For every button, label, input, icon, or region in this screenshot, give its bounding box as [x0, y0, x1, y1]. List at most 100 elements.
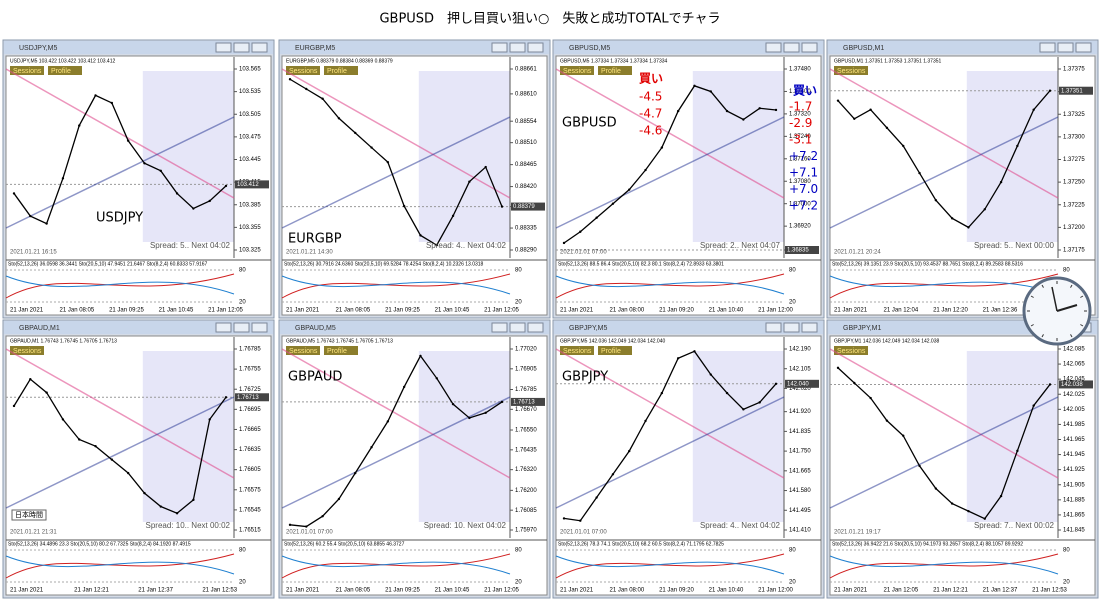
price-tick-label: 0.88465: [515, 162, 537, 168]
time-tick-label: 21 Jan 08:05: [336, 308, 371, 314]
price-tick-label: 1.76785: [239, 347, 261, 353]
osc-deco: [829, 273, 1059, 299]
price-point: [175, 192, 179, 195]
window-button[interactable]: [215, 42, 232, 53]
price-point: [386, 420, 390, 423]
price-point: [321, 97, 324, 100]
price-point: [595, 216, 598, 219]
indicator-button[interactable]: [560, 346, 594, 355]
indicator-button[interactable]: [10, 346, 44, 355]
indicator-button[interactable]: [598, 346, 632, 355]
window-button[interactable]: [491, 42, 508, 53]
window-button[interactable]: [233, 42, 250, 53]
price-tick-label: 1.76785: [515, 387, 537, 393]
indicator-button[interactable]: [598, 66, 632, 75]
indicator-button[interactable]: [560, 66, 594, 75]
deco-ma: [281, 116, 511, 229]
osc-level-label: 80: [1063, 268, 1070, 274]
ohlc-header: GBPJPY,M1 142.036 142.049 142.034 142.03…: [834, 338, 939, 344]
window-button[interactable]: [801, 42, 818, 53]
session-shade: [966, 351, 1058, 522]
spread-info: Spread: 10.. Next 00:02: [146, 521, 231, 530]
indicator-button[interactable]: [834, 346, 868, 355]
indicator-button-label: Sessions: [837, 348, 866, 355]
window-button[interactable]: [765, 42, 782, 53]
price-point: [224, 396, 228, 399]
indicator-button-label: Profile: [601, 348, 621, 355]
indicator-button[interactable]: [286, 66, 320, 75]
window-title: GBPJPY,M5: [569, 325, 607, 332]
symbol-label: GBPJPY: [562, 370, 608, 385]
time-tick-label: 21 Jan 09:25: [109, 308, 144, 314]
osc-deco: [829, 553, 1059, 579]
window-button[interactable]: [1075, 42, 1092, 53]
window-button[interactable]: [233, 322, 250, 333]
price-point: [370, 446, 373, 449]
price-line: [837, 367, 1051, 520]
price-point: [693, 350, 696, 353]
price-tick-label: 1.37400: [789, 89, 811, 95]
price-point: [999, 494, 1003, 498]
indicator-button[interactable]: [10, 66, 44, 75]
price-point: [983, 208, 986, 211]
time-tick-label: 21 Jan 12:05: [208, 308, 243, 314]
time-tick-label: 21 Jan 09:20: [659, 588, 694, 594]
annotation-value: -3.1: [789, 133, 812, 147]
window-title: GBPUSD,M5: [569, 45, 610, 52]
price-line: [837, 90, 1051, 229]
annotation-value: -4.6: [639, 124, 662, 138]
date-label: 2021.01.01 07:00: [560, 530, 607, 536]
indicator-header: Sto(52,13,26) 30.7916 24.6360 Sto(20,5,1…: [284, 261, 484, 267]
price-tick-label: 0.88290: [515, 248, 537, 254]
price-point: [628, 188, 631, 191]
current-price: 142.040: [787, 381, 809, 387]
window-button[interactable]: [1057, 42, 1074, 53]
annotation-head: 買い: [639, 72, 663, 86]
title-bar: [280, 41, 549, 54]
window-button[interactable]: [765, 322, 782, 333]
clock-tick: [1070, 334, 1073, 338]
window-button[interactable]: [783, 322, 800, 333]
price-point: [758, 401, 761, 404]
indicator-button[interactable]: [324, 66, 358, 75]
window-button[interactable]: [509, 322, 526, 333]
price-tick-label: 142.020: [789, 386, 811, 392]
window-button[interactable]: [509, 42, 526, 53]
window-button[interactable]: [251, 322, 268, 333]
window-button[interactable]: [801, 322, 818, 333]
deco-ma: [829, 348, 1059, 479]
osc-deco: [829, 555, 1059, 575]
price-point: [159, 169, 162, 173]
price-point: [159, 505, 162, 508]
price-point: [126, 471, 130, 475]
date-label: 2021.01.21 16:15: [10, 250, 57, 256]
price-point: [869, 396, 872, 400]
indicator-button[interactable]: [48, 66, 82, 75]
window-button[interactable]: [783, 42, 800, 53]
price-tick-label: 141.905: [1063, 482, 1085, 488]
window-button[interactable]: [1039, 42, 1056, 53]
window-button[interactable]: [215, 322, 232, 333]
window-button[interactable]: [527, 322, 544, 333]
price-tick-label: 1.76435: [515, 447, 537, 453]
indicator-button-label: Profile: [601, 68, 621, 75]
price-line: [563, 350, 777, 522]
window-button[interactable]: [491, 322, 508, 333]
window-button[interactable]: [251, 42, 268, 53]
indicator-button[interactable]: [286, 346, 320, 355]
time-button[interactable]: [11, 509, 47, 521]
price-point: [500, 205, 504, 208]
price-point: [595, 496, 598, 499]
current-price-box: [235, 180, 269, 189]
osc-level-label: 20: [515, 300, 522, 306]
indicator-button[interactable]: [834, 66, 868, 75]
spread-info: Spread: 4.. Next 04:02: [426, 241, 507, 250]
price-point: [611, 473, 615, 476]
osc-deco: [555, 555, 785, 575]
window-button[interactable]: [527, 42, 544, 53]
price-tick-label: 0.88661: [515, 67, 537, 73]
indicator-button[interactable]: [324, 346, 358, 355]
price-point: [78, 124, 81, 127]
session-shade: [418, 71, 510, 242]
price-point: [305, 87, 308, 91]
